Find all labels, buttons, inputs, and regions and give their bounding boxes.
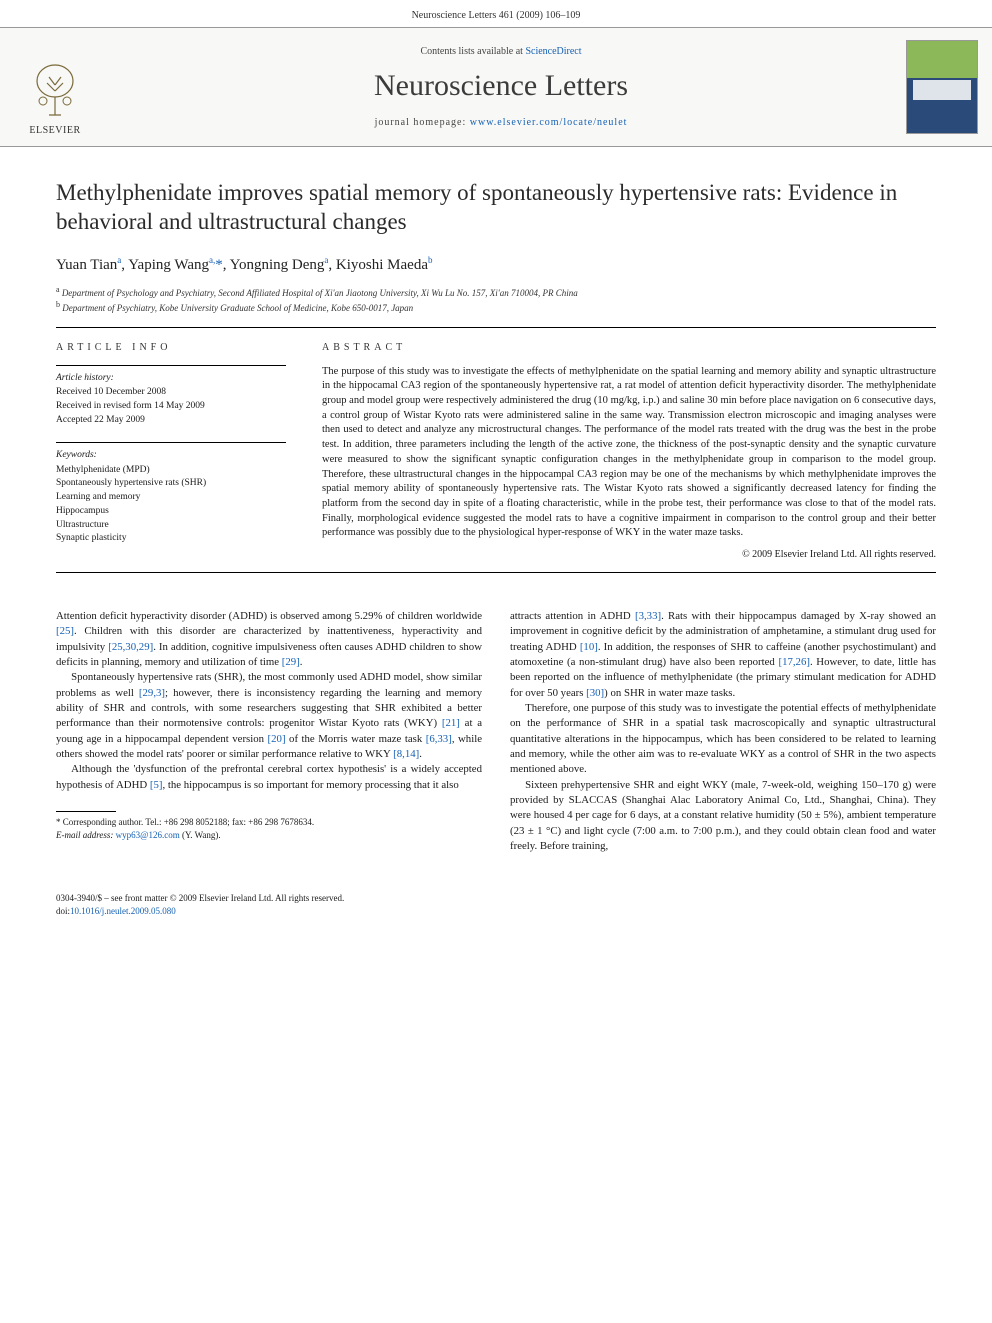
footnote-rule [56,811,116,812]
keyword: Synaptic plasticity [56,532,286,546]
running-head: Neuroscience Letters 461 (2009) 106–109 [0,0,992,27]
affiliation-a: a Department of Psychology and Psychiatr… [56,284,936,300]
corresponding-footnote: * Corresponding author. Tel.: +86 298 80… [56,816,482,841]
history-heading: Article history: [56,372,286,386]
article-title: Methylphenidate improves spatial memory … [56,179,936,237]
homepage-link[interactable]: www.elsevier.com/locate/neulet [470,117,628,128]
email-link[interactable]: wyp63@126.com [116,830,180,840]
homepage-prefix: journal homepage: [375,117,470,128]
keyword: Hippocampus [56,505,286,519]
article-info-label: ARTICLE INFO [56,342,286,353]
journal-homepage: journal homepage: www.elsevier.com/locat… [375,117,628,128]
body-para: Therefore, one purpose of this study was… [510,701,936,778]
sciencedirect-link[interactable]: ScienceDirect [525,46,581,57]
keyword: Learning and memory [56,491,286,505]
publisher-name: ELSEVIER [29,125,80,136]
cover-block [892,28,992,146]
journal-masthead: ELSEVIER Contents lists available at Sci… [0,27,992,147]
keyword: Ultrastructure [56,519,286,533]
body-para: Spontaneously hypertensive rats (SHR), t… [56,670,482,762]
body-para: attracts attention in ADHD [3,33]. Rats … [510,609,936,701]
email-suffix: (Y. Wang). [180,830,221,840]
keyword: Methylphenidate (MPD) [56,464,286,478]
doi-line: doi:10.1016/j.neulet.2009.05.080 [56,905,936,918]
email-label: E-mail address: [56,830,116,840]
article-history-block: Article history: Received 10 December 20… [56,365,286,428]
elsevier-tree-icon [25,61,85,121]
abstract-column: ABSTRACT The purpose of this study was t… [322,342,936,560]
body-para: Attention deficit hyperactivity disorder… [56,609,482,670]
abstract-label: ABSTRACT [322,342,936,353]
keywords-heading: Keywords: [56,449,286,463]
page-footer: 0304-3940/$ – see front matter © 2009 El… [0,892,992,937]
abstract-text: The purpose of this study was to investi… [322,365,936,541]
info-abstract-row: ARTICLE INFO Article history: Received 1… [56,342,936,560]
article-body: Methylphenidate improves spatial memory … [0,147,992,874]
body-columns: Attention deficit hyperactivity disorder… [56,609,936,854]
article-info-column: ARTICLE INFO Article history: Received 1… [56,342,286,560]
author-list: Yuan Tiana, Yaping Wanga,*, Yongning Den… [56,255,936,274]
divider [56,572,936,573]
contents-available: Contents lists available at ScienceDirec… [420,46,581,57]
body-para: Sixteen prehypertensive SHR and eight WK… [510,778,936,855]
history-revised: Received in revised form 14 May 2009 [56,400,286,414]
history-accepted: Accepted 22 May 2009 [56,414,286,428]
divider [56,327,936,328]
corr-email-line: E-mail address: wyp63@126.com (Y. Wang). [56,829,482,842]
doi-label: doi: [56,906,70,916]
keywords-block: Keywords: Methylphenidate (MPD) Spontane… [56,442,286,546]
keyword: Spontaneously hypertensive rats (SHR) [56,477,286,491]
journal-cover-thumbnail [906,40,978,134]
contents-prefix: Contents lists available at [420,46,525,57]
history-received: Received 10 December 2008 [56,386,286,400]
affiliation-b: b Department of Psychiatry, Kobe Univers… [56,299,936,315]
affiliations: a Department of Psychology and Psychiatr… [56,284,936,315]
journal-title: Neuroscience Letters [374,69,628,103]
corr-author: * Corresponding author. Tel.: +86 298 80… [56,816,482,829]
issn-line: 0304-3940/$ – see front matter © 2009 El… [56,892,936,905]
doi-link[interactable]: 10.1016/j.neulet.2009.05.080 [70,906,176,916]
citation-text: Neuroscience Letters 461 (2009) 106–109 [412,10,581,21]
body-para: Although the 'dysfunction of the prefron… [56,762,482,793]
abstract-copyright: © 2009 Elsevier Ireland Ltd. All rights … [322,549,936,560]
masthead-center: Contents lists available at ScienceDirec… [110,28,892,146]
publisher-block: ELSEVIER [0,28,110,146]
